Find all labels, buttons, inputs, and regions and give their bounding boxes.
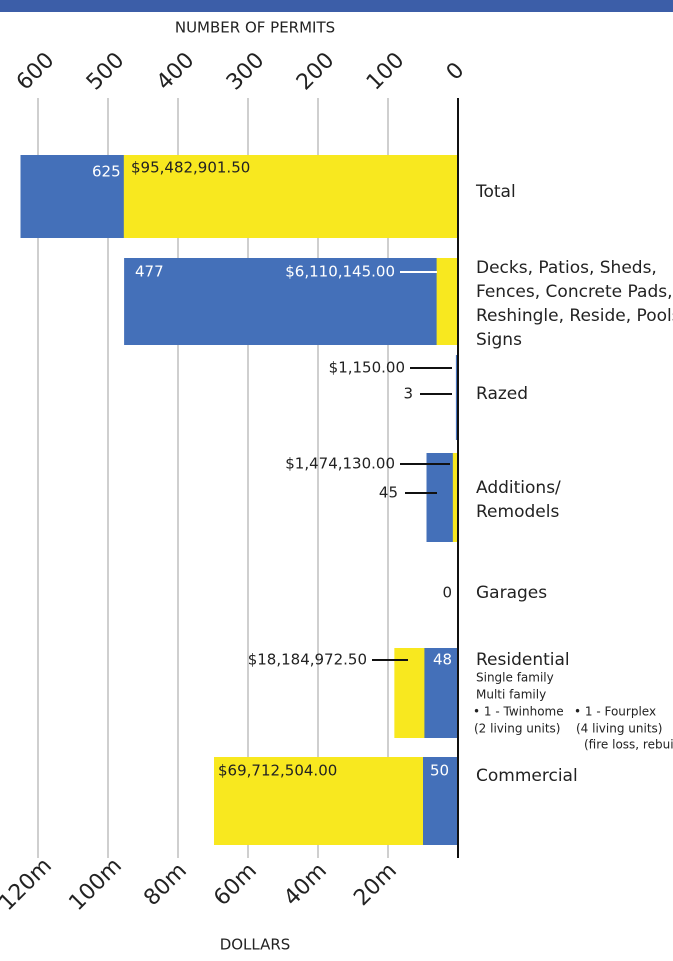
note: (4 living units) bbox=[576, 722, 662, 736]
bar bbox=[437, 258, 458, 345]
x-tick-label: 300 bbox=[222, 48, 269, 95]
x2-tick-label: 40m bbox=[279, 858, 332, 911]
permit-label: 625 bbox=[92, 163, 121, 181]
x-tick-label: 200 bbox=[292, 48, 339, 95]
dollar-label: $18,184,972.50 bbox=[248, 651, 367, 669]
dollar-label: $1,474,130.00 bbox=[285, 455, 395, 473]
x2-tick-label: 20m bbox=[349, 858, 402, 911]
x2-tick-label: 120m bbox=[0, 853, 57, 916]
note: Single family bbox=[476, 671, 554, 685]
permit-label: 48 bbox=[433, 651, 452, 669]
permit-label: 50 bbox=[430, 762, 449, 780]
note: (2 living units) bbox=[474, 722, 560, 736]
category-label: Total bbox=[475, 182, 516, 202]
category-label: Commercial bbox=[476, 766, 578, 786]
category-label: Garages bbox=[476, 583, 547, 603]
dollar-label: $95,482,901.50 bbox=[131, 159, 250, 177]
note: • 1 - Twinhome bbox=[473, 705, 564, 719]
note: (fire loss, rebuilt) bbox=[584, 738, 673, 752]
chart: NUMBER OF PERMITS DOLLARS 0 100 200 300 400 5… bbox=[0, 0, 673, 961]
x-tick-label: 600 bbox=[12, 48, 59, 95]
permit-label: 0 bbox=[442, 584, 452, 602]
x2-axis-title: DOLLARS bbox=[220, 936, 291, 954]
x-axis-title: NUMBER OF PERMITS bbox=[175, 19, 335, 37]
x-tick-label: 500 bbox=[82, 48, 129, 95]
permit-label: 477 bbox=[135, 263, 164, 281]
dollar-label: $1,150.00 bbox=[329, 359, 405, 377]
permit-label: 3 bbox=[403, 385, 413, 403]
x2-tick-label: 80m bbox=[139, 858, 192, 911]
x2-tick-label: 60m bbox=[209, 858, 262, 911]
note: • 1 - Fourplex bbox=[574, 705, 656, 719]
top-band bbox=[0, 0, 673, 12]
category-label: Residential bbox=[476, 650, 570, 670]
x-tick-label: 100 bbox=[362, 48, 409, 95]
x-tick-label: 0 bbox=[442, 58, 470, 86]
category-label: Razed bbox=[476, 384, 528, 404]
category-label: Decks, Patios, Sheds,Fences, Concrete Pa… bbox=[476, 258, 673, 350]
dollar-label: $69,712,504.00 bbox=[218, 762, 337, 780]
note: Multi family bbox=[476, 688, 546, 702]
permit-label: 45 bbox=[379, 484, 398, 502]
dollar-label: $6,110,145.00 bbox=[285, 263, 395, 281]
x-tick-label: 400 bbox=[152, 48, 199, 95]
category-label: Additions/Remodels bbox=[476, 478, 561, 522]
x2-tick-label: 100m bbox=[64, 853, 127, 916]
